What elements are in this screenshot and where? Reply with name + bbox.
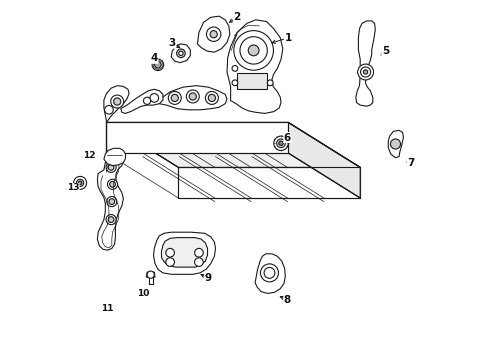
- Circle shape: [166, 248, 174, 257]
- Circle shape: [147, 271, 154, 278]
- Circle shape: [232, 66, 238, 71]
- Polygon shape: [153, 232, 216, 274]
- Circle shape: [150, 94, 159, 102]
- Polygon shape: [255, 254, 285, 293]
- Circle shape: [108, 165, 114, 170]
- Circle shape: [114, 98, 121, 105]
- Polygon shape: [356, 21, 375, 106]
- Circle shape: [179, 51, 183, 55]
- Circle shape: [361, 67, 370, 77]
- Text: 8: 8: [284, 294, 291, 305]
- Circle shape: [208, 94, 216, 102]
- Circle shape: [279, 141, 283, 145]
- Circle shape: [155, 62, 161, 68]
- Polygon shape: [227, 20, 283, 113]
- Polygon shape: [106, 122, 288, 153]
- Text: 3: 3: [169, 38, 176, 48]
- Circle shape: [106, 162, 116, 172]
- Circle shape: [364, 70, 368, 74]
- Text: 12: 12: [83, 151, 96, 160]
- Circle shape: [274, 136, 288, 150]
- Polygon shape: [162, 238, 208, 267]
- Circle shape: [261, 264, 278, 282]
- Text: 11: 11: [101, 305, 114, 313]
- Circle shape: [358, 64, 373, 80]
- Circle shape: [152, 59, 164, 71]
- Circle shape: [232, 80, 238, 86]
- Text: 6: 6: [284, 132, 291, 143]
- Polygon shape: [106, 122, 360, 167]
- Polygon shape: [237, 73, 267, 89]
- Circle shape: [240, 37, 268, 64]
- Polygon shape: [288, 122, 360, 198]
- Polygon shape: [104, 148, 125, 166]
- Circle shape: [104, 105, 113, 114]
- Text: 10: 10: [137, 289, 149, 298]
- Circle shape: [277, 139, 285, 148]
- Circle shape: [176, 49, 185, 58]
- Circle shape: [106, 215, 116, 225]
- Circle shape: [268, 80, 273, 86]
- Circle shape: [109, 199, 115, 204]
- Polygon shape: [121, 89, 163, 113]
- Circle shape: [110, 181, 116, 187]
- Circle shape: [186, 90, 199, 103]
- Text: 7: 7: [407, 158, 414, 168]
- Polygon shape: [171, 44, 190, 63]
- Circle shape: [169, 91, 181, 104]
- Text: 4: 4: [150, 53, 158, 63]
- Circle shape: [205, 91, 219, 104]
- Text: 2: 2: [233, 12, 241, 22]
- Text: 5: 5: [382, 46, 389, 56]
- Circle shape: [111, 95, 123, 108]
- Polygon shape: [98, 154, 123, 250]
- Circle shape: [107, 197, 117, 207]
- Circle shape: [195, 258, 203, 266]
- Circle shape: [108, 217, 114, 222]
- Circle shape: [234, 31, 273, 70]
- Text: 1: 1: [285, 33, 292, 43]
- Circle shape: [195, 248, 203, 257]
- Circle shape: [264, 267, 275, 278]
- Circle shape: [107, 179, 118, 189]
- Polygon shape: [178, 167, 360, 198]
- Polygon shape: [148, 277, 153, 284]
- Text: 13: 13: [67, 184, 79, 192]
- Polygon shape: [197, 16, 230, 52]
- Text: 9: 9: [205, 273, 212, 283]
- Polygon shape: [147, 272, 155, 277]
- Circle shape: [74, 176, 87, 189]
- Circle shape: [166, 258, 174, 266]
- Polygon shape: [104, 86, 129, 122]
- Polygon shape: [158, 86, 227, 110]
- Circle shape: [76, 179, 84, 186]
- Circle shape: [144, 97, 151, 104]
- Circle shape: [391, 139, 400, 149]
- Circle shape: [189, 93, 196, 100]
- Circle shape: [78, 181, 82, 185]
- Circle shape: [206, 27, 221, 41]
- Circle shape: [171, 94, 178, 102]
- Circle shape: [248, 45, 259, 56]
- Polygon shape: [388, 130, 403, 158]
- Circle shape: [210, 31, 217, 38]
